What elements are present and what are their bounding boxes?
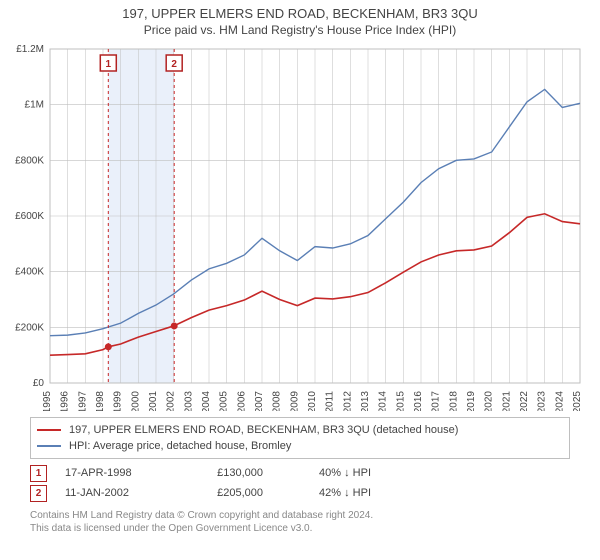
legend-label: 197, UPPER ELMERS END ROAD, BECKENHAM, B…: [69, 422, 458, 438]
svg-text:2002: 2002: [166, 391, 177, 411]
svg-text:2010: 2010: [307, 391, 318, 411]
transaction-row: 1 17-APR-1998 £130,000 40% ↓ HPI: [30, 463, 570, 483]
svg-text:2011: 2011: [325, 391, 336, 411]
svg-text:2020: 2020: [484, 391, 495, 411]
legend-row: 197, UPPER ELMERS END ROAD, BECKENHAM, B…: [37, 422, 563, 438]
footnote-line: Contains HM Land Registry data © Crown c…: [30, 509, 570, 522]
transaction-price: £205,000: [173, 487, 263, 499]
svg-text:1996: 1996: [60, 391, 71, 411]
page-title: 197, UPPER ELMERS END ROAD, BECKENHAM, B…: [0, 0, 600, 21]
marker-badge: 2: [30, 485, 47, 502]
svg-text:1: 1: [106, 59, 112, 70]
svg-text:2023: 2023: [537, 391, 548, 411]
page-subtitle: Price paid vs. HM Land Registry's House …: [0, 21, 600, 41]
svg-text:2004: 2004: [201, 391, 212, 411]
svg-text:2017: 2017: [431, 391, 442, 411]
transaction-date: 11-JAN-2002: [65, 487, 155, 499]
svg-text:£0: £0: [33, 378, 45, 389]
legend-row: HPI: Average price, detached house, Brom…: [37, 438, 563, 454]
marker-badge: 1: [30, 465, 47, 482]
svg-text:£200K: £200K: [15, 322, 44, 333]
legend-label: HPI: Average price, detached house, Brom…: [69, 438, 291, 454]
transaction-date: 17-APR-1998: [65, 467, 155, 479]
svg-text:2013: 2013: [360, 391, 371, 411]
svg-text:2008: 2008: [272, 391, 283, 411]
svg-text:2009: 2009: [289, 391, 300, 411]
legend-swatch: [37, 429, 61, 431]
svg-text:2001: 2001: [148, 391, 159, 411]
svg-text:2012: 2012: [342, 391, 353, 411]
legend: 197, UPPER ELMERS END ROAD, BECKENHAM, B…: [30, 417, 570, 459]
footnote: Contains HM Land Registry data © Crown c…: [30, 509, 570, 535]
svg-text:1995: 1995: [42, 391, 53, 411]
svg-text:2021: 2021: [501, 391, 512, 411]
svg-text:£1M: £1M: [25, 100, 44, 111]
footnote-line: This data is licensed under the Open Gov…: [30, 522, 570, 535]
transaction-row: 2 11-JAN-2002 £205,000 42% ↓ HPI: [30, 483, 570, 503]
transaction-price: £130,000: [173, 467, 263, 479]
transactions-table: 1 17-APR-1998 £130,000 40% ↓ HPI 2 11-JAN-200…: [30, 463, 570, 503]
svg-text:2022: 2022: [519, 391, 530, 411]
svg-text:2024: 2024: [554, 391, 565, 411]
svg-text:2014: 2014: [378, 391, 389, 411]
price-chart: £0 £200K £400K £600K £800K £1M £1.2M 1995 1996 19…: [0, 41, 600, 411]
svg-text:2005: 2005: [219, 391, 230, 411]
svg-text:1999: 1999: [113, 391, 124, 411]
svg-text:1997: 1997: [77, 391, 88, 411]
svg-text:2: 2: [171, 59, 177, 70]
svg-text:2016: 2016: [413, 391, 424, 411]
svg-text:2000: 2000: [130, 391, 141, 411]
svg-text:2018: 2018: [448, 391, 459, 411]
svg-text:2015: 2015: [395, 391, 406, 411]
svg-text:£400K: £400K: [15, 267, 44, 278]
svg-text:1998: 1998: [95, 391, 106, 411]
legend-swatch: [37, 445, 61, 447]
svg-text:£600K: £600K: [15, 211, 44, 222]
transaction-hpi: 40% ↓ HPI: [281, 467, 371, 479]
svg-text:2006: 2006: [236, 391, 247, 411]
svg-text:2025: 2025: [572, 391, 583, 411]
svg-text:2007: 2007: [254, 391, 265, 411]
svg-text:£1.2M: £1.2M: [16, 44, 44, 55]
transaction-hpi: 42% ↓ HPI: [281, 487, 371, 499]
svg-text:2003: 2003: [183, 391, 194, 411]
svg-text:£800K: £800K: [15, 155, 44, 166]
svg-text:2019: 2019: [466, 391, 477, 411]
